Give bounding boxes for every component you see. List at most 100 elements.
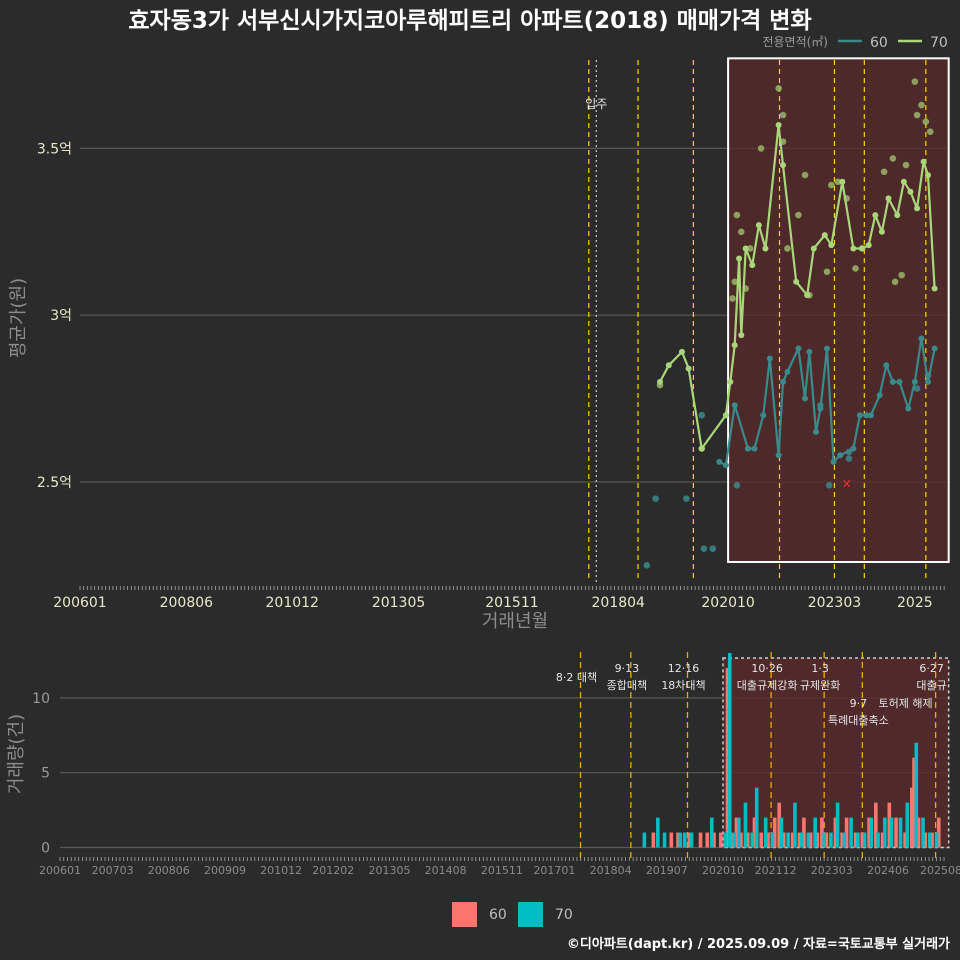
policy-label: 1·3	[811, 662, 829, 675]
bar-60	[718, 832, 723, 848]
series-70-point	[810, 245, 817, 252]
series-60-point	[911, 378, 918, 385]
bar-60	[840, 832, 844, 848]
series-60-dot	[733, 481, 741, 489]
policy-label: 9·7	[850, 697, 868, 710]
series-60-dot	[652, 495, 659, 502]
series-70-dot	[784, 245, 791, 252]
series-60-dot	[845, 455, 853, 462]
y-tick-label: 2.5억	[37, 475, 72, 491]
x-tick-label: 202010	[701, 595, 754, 611]
series-70-dot	[823, 268, 831, 276]
bar-70	[770, 832, 775, 848]
x-tick-label: 200601	[39, 864, 81, 877]
bar-60	[916, 817, 921, 848]
series-60-point	[784, 368, 791, 375]
legend-label-60: 60	[870, 35, 888, 51]
series-70-point	[738, 332, 745, 339]
bar-60	[781, 832, 786, 848]
bar-70	[709, 817, 714, 848]
x-tick-label: 201511	[481, 864, 523, 877]
bar-70	[786, 832, 790, 848]
series-60-dot	[683, 495, 690, 502]
series-70-dot	[902, 161, 910, 169]
bar-60	[752, 817, 757, 848]
series-70-dot	[918, 101, 925, 109]
bar-60	[867, 817, 871, 848]
policy-label: 종합대책	[607, 679, 647, 692]
bar-70	[806, 832, 811, 848]
series-60-point	[817, 405, 824, 412]
bar-70	[835, 802, 840, 848]
series-60-point	[802, 395, 808, 402]
x-axis-title: 거래년월	[482, 611, 548, 632]
series-70-dot	[729, 295, 736, 302]
series-60-point	[876, 392, 883, 399]
series-70-dot	[852, 265, 859, 272]
volume-chart: 0 5 10 8·2 대책 9·13 종합대책 12·16 18차대책 10·26 대출규제강화 1…	[6, 652, 960, 927]
bar-60	[745, 832, 750, 848]
series-60-point	[863, 412, 870, 419]
series-60-point	[744, 445, 751, 452]
series-70-point	[804, 292, 811, 299]
series-70-point	[665, 362, 672, 369]
bar-60	[712, 832, 716, 848]
bar-70	[927, 832, 932, 848]
bar-60	[853, 832, 858, 848]
bar-60	[833, 817, 838, 848]
series-70-point	[749, 262, 756, 269]
legend-swatch-60	[452, 902, 477, 927]
bar-70	[732, 832, 737, 848]
y-tick-label: 0	[41, 841, 50, 857]
series-60-point	[867, 412, 874, 419]
bar-70	[662, 832, 667, 848]
bar-70	[898, 817, 903, 848]
bar-70	[689, 832, 694, 848]
policy-label: 대출규제강화	[737, 679, 798, 692]
policy-label: 토허제 해제	[878, 696, 932, 710]
series-60-point	[856, 412, 863, 419]
series-60-point	[823, 345, 830, 352]
series-70-point	[931, 285, 938, 292]
series-60-point	[716, 458, 723, 465]
series-70-point	[821, 232, 828, 239]
series-60-point	[780, 378, 787, 385]
bar-60	[887, 802, 892, 848]
series-70-point	[731, 342, 738, 349]
series-60-point	[918, 335, 925, 342]
series-70-point	[878, 228, 885, 235]
policy-label: 8·2 대책	[556, 671, 597, 684]
bar-70	[754, 787, 759, 848]
series-70-dot	[746, 245, 754, 252]
bar-70	[723, 832, 728, 848]
x-tick-label: 202406	[867, 864, 909, 877]
series-70-point	[828, 242, 835, 249]
policy-label: 12·16	[668, 662, 700, 675]
series-60-point	[931, 345, 938, 352]
bar-60	[903, 832, 907, 848]
series-60-point	[795, 345, 802, 352]
series-70-dot	[731, 278, 738, 286]
series-60-point	[766, 355, 773, 362]
y-tick-label: 5	[41, 766, 50, 782]
series-70-dot	[922, 118, 930, 126]
series-70-dot	[737, 228, 745, 236]
y-tick-label: 3억	[50, 308, 72, 324]
highlight-box	[727, 57, 950, 563]
legend-title: 전용면적(㎡)	[762, 35, 828, 49]
series-70-point	[900, 178, 907, 185]
bar-60	[820, 817, 824, 848]
series-60-point	[751, 445, 758, 452]
bar-70	[763, 817, 768, 848]
bar-70	[822, 832, 826, 848]
series-70-point	[742, 245, 749, 252]
y-tick-label: 10	[32, 691, 50, 707]
series-70-dot	[926, 128, 934, 136]
x-tick-label: 2025	[897, 595, 933, 611]
series-70-dot	[891, 278, 899, 286]
bar-70	[869, 817, 874, 848]
series-70-dot	[733, 211, 741, 219]
series-70-point	[657, 378, 663, 385]
